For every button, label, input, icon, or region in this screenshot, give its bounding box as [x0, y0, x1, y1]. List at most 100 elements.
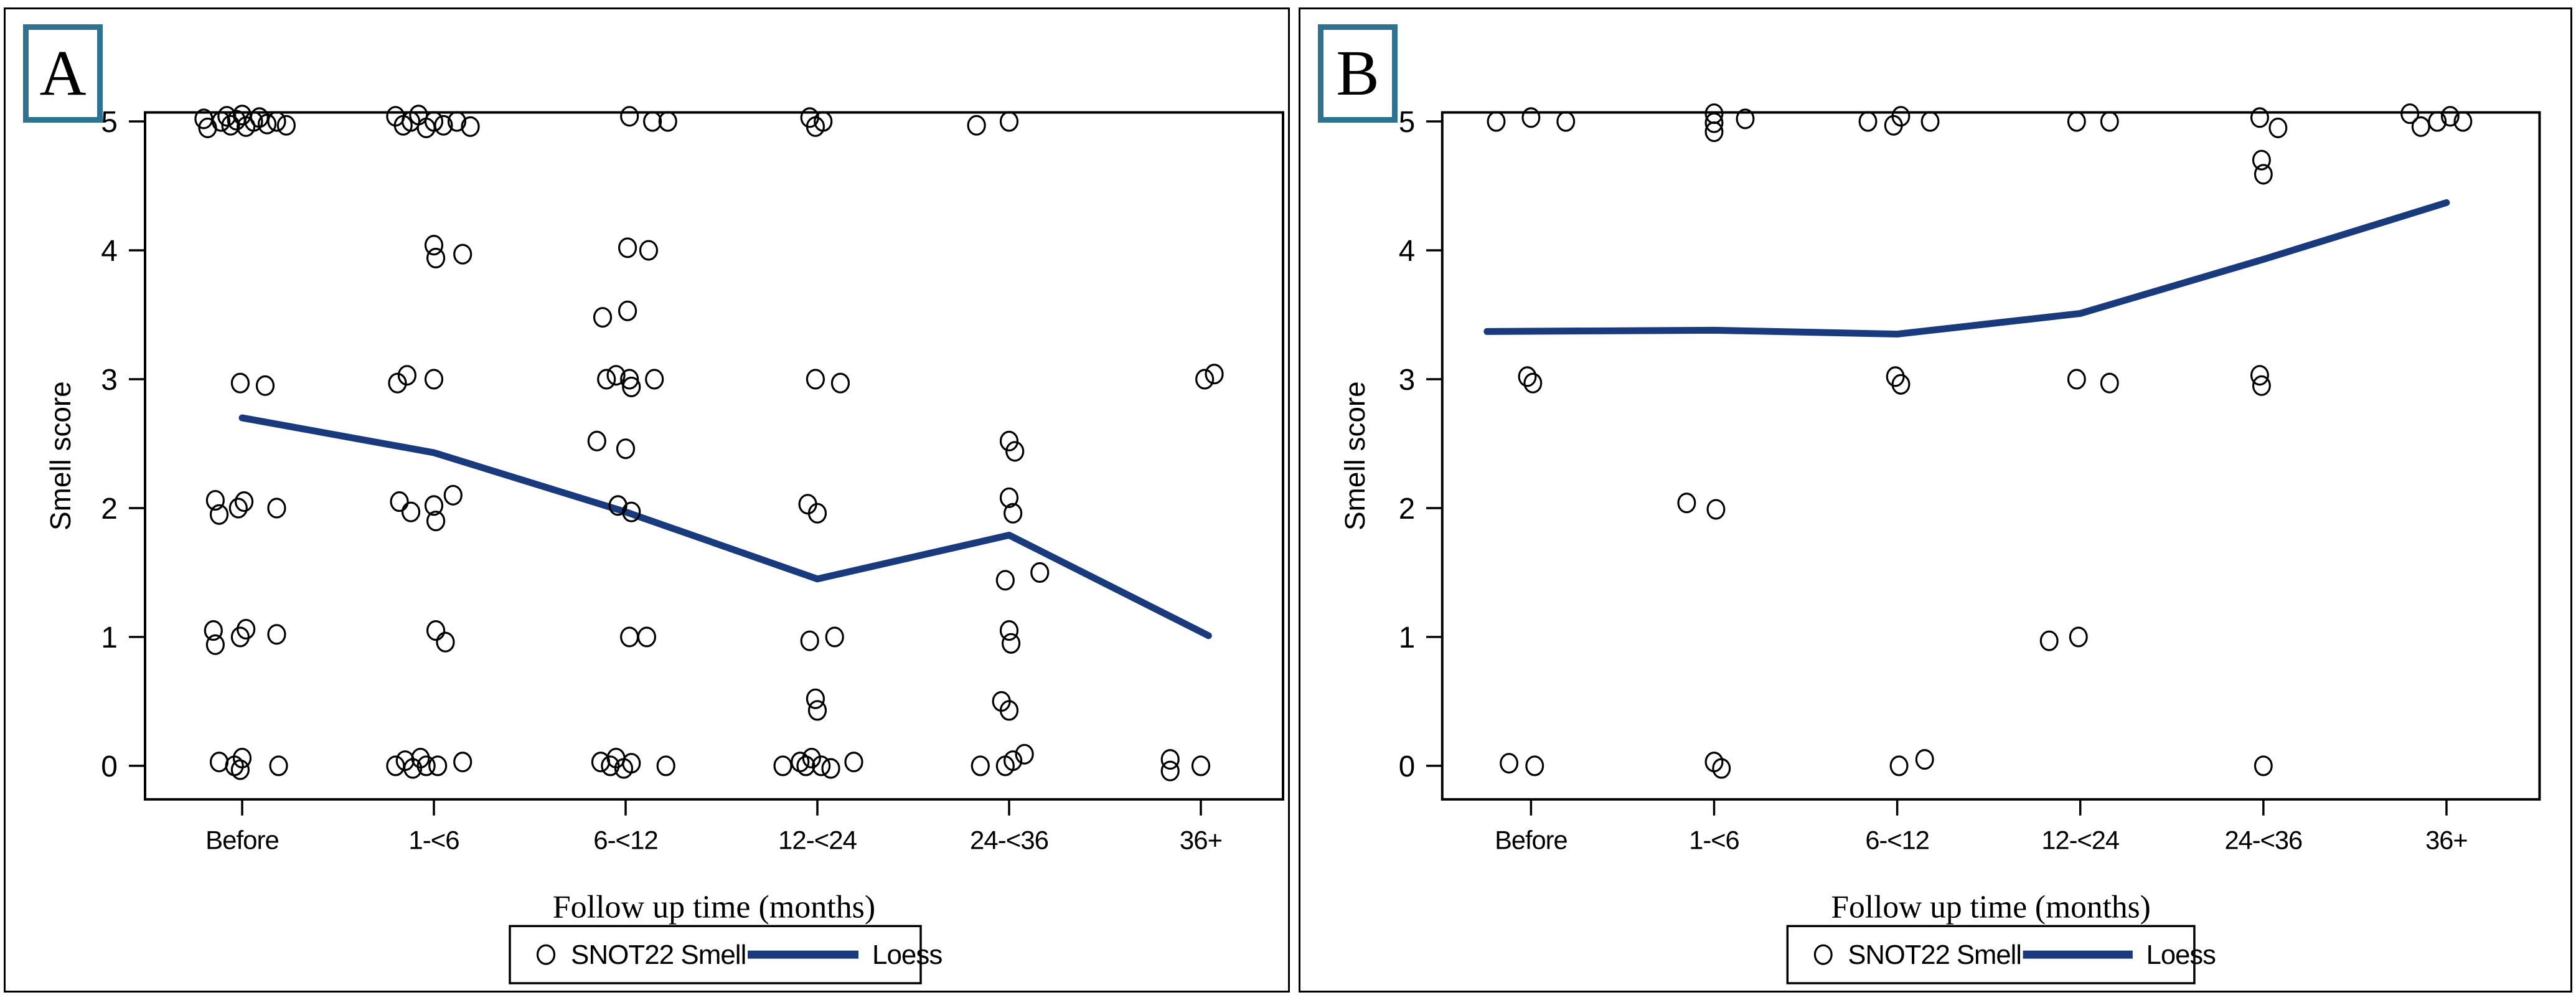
scatter-points	[1487, 103, 2473, 779]
data-point-marker	[637, 626, 656, 648]
y-tick-label: 5	[101, 106, 118, 139]
data-point-marker	[2440, 106, 2460, 127]
data-point-marker	[645, 369, 664, 390]
data-point-marker	[230, 626, 250, 648]
data-point-marker	[643, 111, 662, 132]
data-point-marker	[1915, 749, 1934, 770]
x-tick-label: Before	[1495, 825, 1568, 854]
legend-marker-label: SNOT22 Smell	[571, 940, 746, 970]
data-point-marker	[426, 511, 446, 532]
data-point-marker	[821, 758, 840, 779]
data-point-marker	[620, 106, 639, 127]
y-tick-label: 2	[1399, 493, 1415, 526]
data-point-marker	[971, 755, 990, 776]
data-point-marker	[204, 620, 223, 641]
data-point-marker	[276, 115, 296, 136]
data-point-marker	[587, 430, 606, 451]
data-point-marker	[825, 626, 844, 648]
data-point-marker	[426, 247, 446, 268]
data-point-marker	[267, 498, 286, 519]
data-point-marker	[2039, 630, 2059, 651]
data-point-marker	[232, 747, 252, 769]
y-axis-title: Smell score	[44, 381, 77, 531]
data-point-marker	[814, 111, 833, 132]
data-point-marker	[2268, 117, 2288, 138]
data-point-marker	[1004, 750, 1023, 771]
legend-line-label: Loess	[2146, 940, 2216, 970]
data-point-marker	[2067, 369, 2086, 390]
data-point-marker	[620, 369, 639, 390]
data-point-marker	[1712, 758, 1731, 779]
y-tick-label: 3	[1399, 364, 1415, 397]
data-point-marker	[428, 755, 448, 776]
loess-line	[238, 414, 1212, 639]
data-point-marker	[1704, 752, 1724, 773]
data-point-marker	[453, 752, 472, 773]
legend: SNOT22 Smell Loess	[509, 925, 942, 984]
data-point-marker	[800, 630, 819, 651]
data-point-marker	[267, 624, 286, 645]
data-point-marker	[2411, 116, 2430, 137]
data-point-marker	[434, 115, 453, 136]
data-point-marker	[424, 111, 444, 132]
data-point-marker	[796, 755, 816, 776]
data-point-marker	[1891, 374, 1911, 395]
data-point-marker	[1518, 366, 1537, 387]
data-point-marker	[639, 240, 659, 261]
data-point-marker	[1556, 111, 1576, 132]
data-point-marker	[269, 755, 288, 776]
loess-line	[1483, 199, 2450, 338]
data-point-marker	[656, 755, 675, 776]
y-tick-label: 0	[101, 750, 118, 783]
y-tick-label: 2	[101, 493, 118, 526]
data-point-marker	[616, 438, 636, 460]
data-point-marker	[230, 759, 250, 780]
data-point-marker	[791, 752, 810, 773]
data-point-marker	[2067, 111, 2086, 132]
scatter-plot-a: Before 1-<6 6-<12 12-<24 24-<36 36+ Follow up …	[44, 105, 1284, 984]
x-tick-label: 24-<36	[970, 826, 1048, 855]
y-axis: 0 1 2 3 4 5 Smell score	[1339, 106, 1442, 783]
x-tick-label: 12-<24	[778, 826, 857, 855]
data-point-marker	[234, 491, 254, 512]
y-tick-label: 1	[101, 621, 118, 654]
data-point-marker	[622, 501, 641, 522]
data-point-marker	[1704, 121, 1724, 143]
legend-line-label: Loess	[872, 940, 942, 970]
data-point-marker	[212, 111, 231, 132]
data-point-marker	[2252, 149, 2271, 171]
data-point-marker	[230, 372, 250, 394]
data-point-marker	[2069, 626, 2088, 648]
panel-a-label-box: A	[23, 24, 103, 123]
data-point-marker	[1521, 107, 1541, 128]
data-point-marker	[1677, 493, 1696, 514]
panel-a: A Before 1-<6 6-<12 12-<24 24-<36 36+ Follow u…	[4, 7, 1290, 993]
data-point-marker	[999, 487, 1019, 508]
data-point-marker	[257, 113, 277, 134]
data-point-marker	[2250, 365, 2269, 386]
x-tick-label: 36+	[2425, 825, 2468, 854]
data-point-marker	[620, 626, 639, 648]
data-point-marker	[807, 700, 827, 721]
data-point-marker	[999, 620, 1019, 641]
data-point-marker	[995, 570, 1015, 591]
x-axis: Before 1-<6 6-<12 12-<24 24-<36 36+ Follow up …	[1495, 799, 2468, 925]
data-point-marker	[622, 753, 641, 774]
data-point-marker	[1706, 499, 1726, 520]
data-point-marker	[1004, 502, 1023, 524]
plot-frame	[1441, 111, 2541, 801]
y-tick-label: 5	[1399, 106, 1415, 139]
data-point-marker	[453, 243, 472, 265]
data-point-marker	[1523, 372, 1543, 394]
data-point-marker	[806, 369, 825, 390]
x-tick-label: 36+	[1180, 826, 1222, 855]
data-point-marker	[1858, 111, 1878, 132]
data-point-marker	[967, 115, 986, 136]
data-point-marker	[390, 491, 409, 512]
y-tick-label: 3	[101, 364, 118, 397]
legend: SNOT22 Smell Loess	[1786, 925, 2216, 984]
data-point-marker	[1500, 753, 1519, 774]
x-tick-label: Before	[205, 826, 279, 855]
y-tick-label: 0	[1399, 750, 1415, 783]
